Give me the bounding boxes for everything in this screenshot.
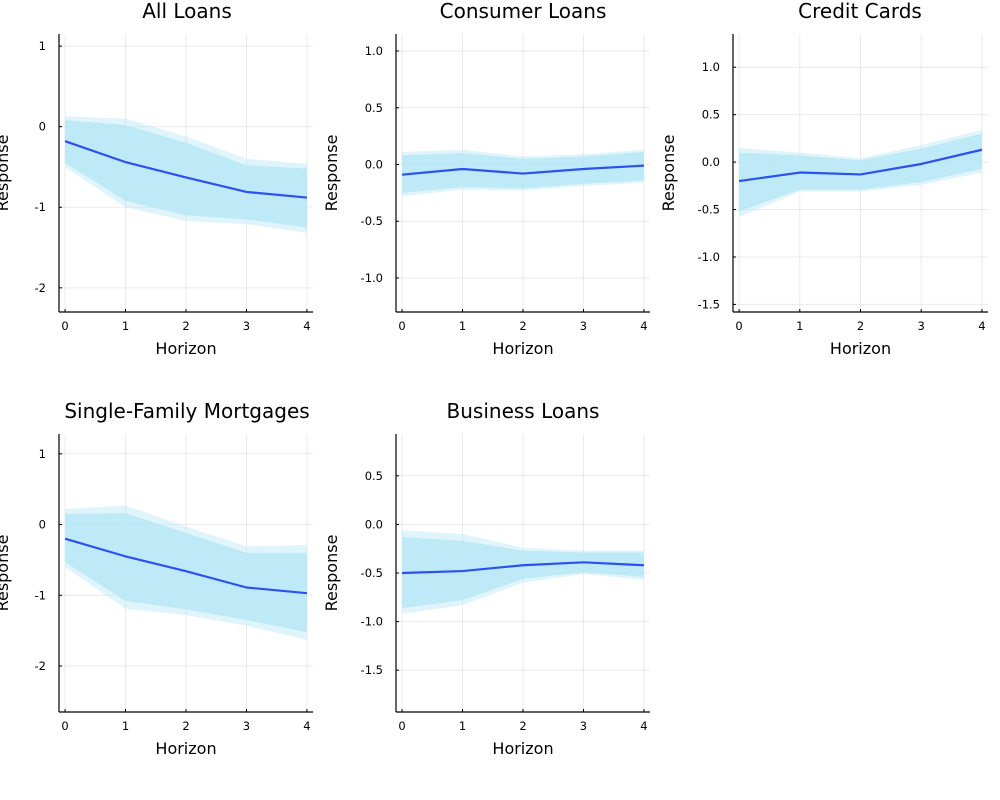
y-tick-label: -1	[35, 588, 46, 602]
x-axis-label: Horizon	[155, 739, 216, 758]
y-tick-label: 0	[39, 518, 46, 532]
response-line	[64, 537, 308, 595]
y-tick-label: 0.0	[365, 517, 383, 531]
x-tick-label: 2	[519, 719, 526, 733]
chart-panel: 0 1 2 3 4 -1.5 -1.0 -0.5 0.0 0.5 1.0 Credit Cards Ho…	[659, 0, 988, 358]
chart-title: Consumer Loans	[440, 0, 607, 23]
x-tick-label: 3	[580, 319, 587, 333]
x-axis-label: Horizon	[155, 339, 216, 358]
x-tick-label: 3	[243, 719, 250, 733]
y-tick-label: -1.0	[361, 615, 383, 629]
y-tick-label: 0.5	[365, 469, 383, 483]
x-tick-label: 1	[122, 319, 129, 333]
y-tick-label: 1	[39, 39, 46, 53]
y-axis-label: Response	[322, 535, 341, 612]
y-tick-label: -1.0	[361, 271, 383, 285]
chart-title: Credit Cards	[798, 0, 922, 23]
y-tick-label: 1	[39, 447, 46, 461]
chart-title: Business Loans	[447, 399, 600, 423]
x-axis-label: Horizon	[492, 739, 553, 758]
y-axis-label: Response	[659, 135, 678, 212]
y-tick-label: 0	[39, 120, 46, 134]
y-axis-label: Response	[322, 135, 341, 212]
chart-panel: 0 1 2 3 4 -2 -1 0 1 All Loans Horizon Response	[0, 0, 313, 358]
x-tick-label: 0	[398, 719, 405, 733]
chart-panel: 0 1 2 3 4 -2 -1 0 1 Single-Family Mortgages Horizo…	[0, 399, 313, 758]
y-tick-label: 0.5	[702, 108, 720, 122]
y-tick-label: -2	[35, 659, 46, 673]
x-tick-label: 1	[796, 319, 803, 333]
y-tick-label: -2	[35, 281, 46, 295]
x-tick-label: 1	[122, 719, 129, 733]
x-tick-label: 4	[640, 319, 647, 333]
confidence-band-inner	[65, 120, 307, 228]
response-line	[738, 148, 983, 183]
x-tick-label: 1	[459, 719, 466, 733]
response-line	[401, 164, 645, 176]
x-tick-label: 3	[580, 719, 587, 733]
y-tick-label: 0.0	[702, 155, 720, 169]
response-line	[64, 140, 308, 199]
chart-title: Single-Family Mortgages	[64, 399, 309, 423]
y-tick-label: -1.5	[361, 663, 383, 677]
x-tick-label: 2	[182, 719, 189, 733]
x-tick-label: 2	[857, 319, 864, 333]
x-tick-label: 2	[519, 319, 526, 333]
x-tick-label: 0	[61, 719, 68, 733]
confidence-band-inner	[402, 537, 644, 608]
y-tick-label: -0.5	[361, 214, 383, 228]
y-tick-label: -0.5	[698, 203, 720, 217]
y-tick-label: 1.0	[365, 44, 383, 58]
y-tick-label: 0.0	[365, 157, 383, 171]
y-tick-label: 1.0	[702, 60, 720, 74]
x-tick-label: 4	[978, 319, 985, 333]
x-tick-label: 1	[459, 319, 466, 333]
x-tick-label: 0	[735, 319, 742, 333]
x-tick-label: 3	[918, 319, 925, 333]
confidence-band-inner	[65, 513, 307, 633]
confidence-band-inner	[402, 152, 644, 193]
response-line	[402, 561, 645, 575]
x-axis-label: Horizon	[830, 339, 891, 358]
y-tick-label: 0.5	[365, 101, 383, 115]
y-tick-label: -1	[35, 200, 46, 214]
chart-panel: 0 1 2 3 4 -1.0 -0.5 0.0 0.5 1.0 Consumer Loans Hori…	[322, 0, 650, 358]
y-tick-label: -0.5	[361, 566, 383, 580]
x-axis-label: Horizon	[492, 339, 553, 358]
y-axis-label: Response	[0, 135, 12, 212]
x-tick-label: 3	[243, 319, 250, 333]
x-tick-label: 4	[303, 719, 310, 733]
confidence-band-inner	[739, 133, 982, 212]
x-tick-label: 4	[640, 719, 647, 733]
x-tick-label: 4	[303, 319, 310, 333]
chart-title: All Loans	[142, 0, 232, 23]
x-tick-label: 2	[182, 319, 189, 333]
x-tick-label: 0	[398, 319, 405, 333]
y-tick-label: -1.0	[698, 250, 720, 264]
y-axis-label: Response	[0, 535, 12, 612]
chart-panel: 0 1 2 3 4 -1.5 -1.0 -0.5 0.0 0.5 Business Loans Hor…	[322, 399, 650, 758]
y-tick-label: -1.5	[698, 297, 720, 311]
x-tick-label: 0	[61, 319, 68, 333]
